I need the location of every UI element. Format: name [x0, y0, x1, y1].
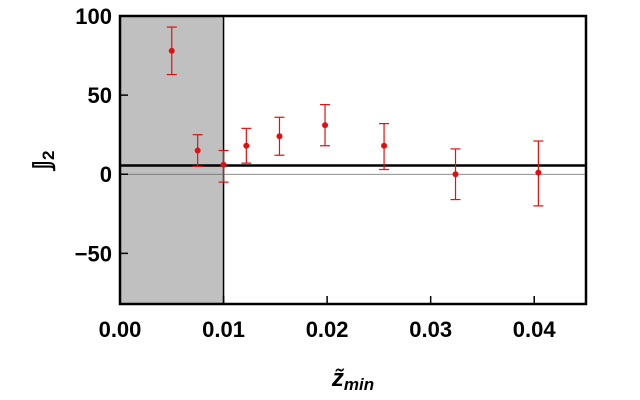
y-tick-label-0: 100: [75, 4, 112, 29]
data-points-layer: [168, 47, 542, 178]
tick-labels-layer: 0.00 0.01 0.02 0.03 0.04 100 50 0 −50: [75, 4, 557, 342]
ticks-layer: [119, 15, 535, 304]
y-axis-label-main: 𝕁: [29, 160, 56, 171]
x-axis-label-sub: min: [344, 375, 374, 394]
x-tick-label-3: 0.03: [409, 317, 452, 342]
data-point-7: [452, 171, 459, 178]
plot-frame: [118, 14, 588, 306]
data-point-3: [243, 142, 250, 149]
data-point-1: [194, 147, 201, 154]
x-tick-label-4: 0.04: [513, 317, 557, 342]
data-point-0: [168, 47, 175, 54]
y-tick-label-3: −50: [75, 241, 112, 266]
data-point-4: [276, 133, 283, 140]
x-tick-label-2: 0.02: [306, 317, 349, 342]
x-axis-label: z̃min: [331, 365, 374, 394]
data-point-6: [381, 142, 388, 149]
data-point-8: [535, 169, 542, 176]
x-axis-label-main: z̃: [331, 365, 345, 392]
y-axis-label-sub: 2: [39, 151, 58, 160]
y-tick-label-2: 0: [100, 162, 112, 187]
data-point-5: [322, 122, 329, 129]
data-point-2: [220, 161, 227, 168]
y-tick-label-1: 50: [88, 83, 112, 108]
x-tick-label-0: 0.00: [99, 317, 142, 342]
y-axis-label: 𝕁2: [29, 151, 58, 172]
x-tick-label-1: 0.01: [202, 317, 245, 342]
